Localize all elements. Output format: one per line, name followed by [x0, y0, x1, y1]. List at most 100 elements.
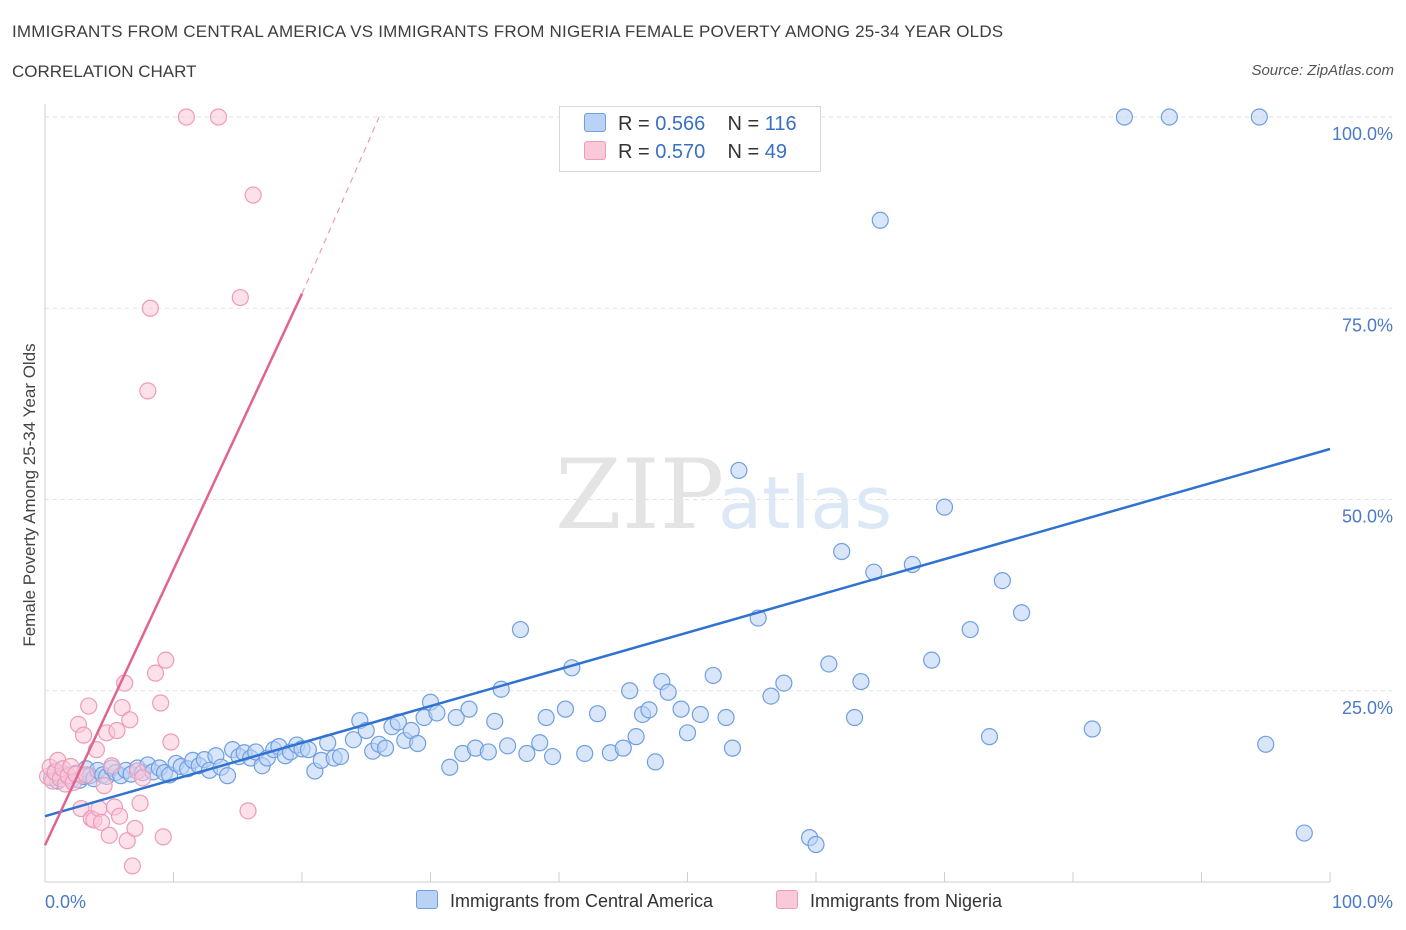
data-point: [678, 724, 697, 742]
data-point: [441, 758, 459, 776]
series-central-america: [42, 108, 1313, 854]
data-point: [935, 498, 954, 516]
data-point: [110, 807, 129, 825]
source-credit: Source: ZipAtlas.com: [1251, 62, 1394, 79]
data-point: [640, 701, 658, 719]
data-point: [762, 687, 780, 705]
data-point: [134, 769, 152, 787]
data-point: [376, 739, 395, 757]
data-point: [627, 728, 645, 746]
data-point: [121, 711, 139, 729]
data-point: [518, 744, 536, 763]
data-point: [993, 571, 1011, 590]
data-point: [723, 739, 742, 757]
x-tick-label: 100.0%: [1332, 892, 1393, 912]
legend-r-label: R =: [618, 141, 650, 163]
data-point: [447, 708, 465, 727]
data-point: [92, 813, 111, 831]
data-point: [621, 682, 639, 700]
data-point: [871, 211, 889, 229]
bottom-legend-swatch-nigeria: [776, 890, 798, 909]
axes: [44, 104, 1331, 883]
trend-line-nigeria-extension: [301, 116, 380, 294]
data-point: [177, 108, 195, 126]
bottom-legend-label-central-america: Immigrants from Central America: [450, 891, 714, 911]
data-point: [146, 664, 165, 682]
data-point: [691, 705, 709, 724]
data-point: [299, 741, 318, 759]
data-point: [730, 461, 748, 480]
bottom-legend-central-america: Immigrants from Central America: [416, 890, 713, 912]
chart-subtitle: CORRELATION CHART: [12, 62, 197, 81]
data-point: [409, 734, 427, 753]
y-tick-labels: 100.0% 75.0% 50.0% 25.0%: [1332, 124, 1393, 718]
data-point: [108, 721, 126, 740]
y-tick-label: 75.0%: [1342, 315, 1393, 335]
data-point: [231, 288, 249, 307]
y-axis-label: Female Poverty Among 25-34 Year Olds: [20, 343, 39, 647]
data-point: [1115, 108, 1134, 126]
watermark-zip: ZIP: [555, 439, 724, 551]
legend-n-label: N =: [727, 113, 760, 135]
data-point: [479, 743, 497, 761]
data-point: [152, 694, 170, 712]
data-point: [537, 708, 555, 727]
data-point: [672, 700, 690, 718]
data-point: [1257, 735, 1275, 753]
data-point: [131, 794, 149, 812]
gridlines: [45, 116, 1392, 692]
data-point: [1083, 720, 1101, 738]
data-point: [157, 651, 175, 669]
data-point: [95, 777, 113, 795]
legend-n-label: N =: [727, 141, 760, 163]
chart-title: IMMIGRANTS FROM CENTRAL AMERICA VS IMMIG…: [12, 22, 1004, 41]
data-point: [141, 299, 159, 317]
data-point: [820, 655, 838, 673]
data-point: [100, 826, 118, 844]
x-tick-label: 0.0%: [45, 892, 86, 912]
bottom-legend-swatch-central-america: [416, 890, 438, 909]
legend-r-label: R =: [618, 113, 650, 135]
data-point: [1250, 108, 1268, 126]
data-point: [556, 700, 575, 718]
data-point: [833, 542, 851, 561]
legend-n-nigeria: 49: [764, 141, 788, 163]
data-point: [209, 108, 228, 126]
data-point: [80, 697, 98, 715]
correlation-legend: R = 0.566 N = 116 R = 0.570 N = 49: [559, 106, 821, 172]
trend-line-nigeria: [43, 293, 304, 846]
bottom-legend-label-nigeria: Immigrants from Nigeria: [810, 891, 1003, 911]
data-point: [218, 767, 237, 785]
data-point: [543, 747, 562, 766]
data-point: [74, 726, 93, 744]
y-tick-label: 25.0%: [1342, 698, 1393, 718]
bottom-legend-nigeria: Immigrants from Nigeria: [776, 890, 1002, 912]
x-tick-labels: 0.0% 100.0%: [45, 892, 1393, 912]
data-point: [113, 698, 131, 717]
data-point: [486, 712, 504, 730]
data-point: [704, 666, 722, 685]
data-point: [807, 835, 825, 854]
data-point: [961, 620, 979, 639]
data-point: [576, 744, 594, 763]
data-point: [244, 186, 262, 204]
data-point: [1295, 824, 1313, 842]
data-point: [123, 857, 141, 875]
data-point: [980, 728, 999, 746]
data-point: [460, 700, 478, 718]
data-point: [852, 672, 870, 691]
trend-line-central-america: [44, 447, 1331, 818]
data-point: [103, 757, 121, 775]
data-point: [139, 382, 157, 400]
data-point: [845, 708, 864, 727]
y-tick-label: 50.0%: [1342, 507, 1393, 527]
watermark: ZIP atlas: [555, 439, 892, 551]
legend-r-nigeria: 0.570: [655, 141, 706, 163]
legend-row-nigeria: R = 0.570 N = 49: [584, 141, 787, 164]
data-point: [331, 747, 350, 766]
data-point: [775, 674, 793, 692]
data-point: [1160, 108, 1178, 126]
data-point: [659, 683, 677, 701]
data-point: [126, 819, 144, 838]
